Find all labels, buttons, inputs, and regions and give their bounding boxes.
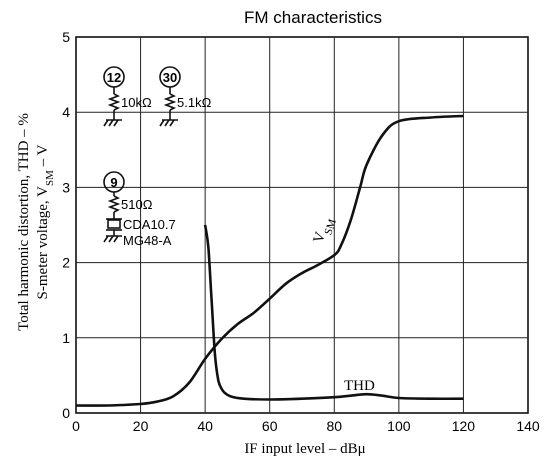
resistor-10k-icon [107,93,121,111]
series-lines [75,114,464,407]
y-tick-label: 2 [62,255,70,271]
vsm-series-line [75,114,464,407]
grid [75,36,529,414]
thd-series-line [203,224,464,401]
ground-icon-2 [159,119,178,127]
y-tick-label: 4 [62,104,70,120]
ground-icon-3 [103,235,122,243]
resistor-5k1-icon [163,93,177,111]
filter-part-label-2: MG48-A [123,233,172,248]
vsm-series-label-group: VSM [311,215,339,247]
x-tick-label: 0 [72,418,80,434]
y-axis-label-thd: Total harmonic distortion, THD – % [16,113,32,331]
circuit-labels: 12 30 9 10kΩ 5.1kΩ 510Ω CDA10.7 MG48-A [107,70,212,248]
y-axis-label-group: Total harmonic distortion, THD – % [16,113,32,331]
resistor-510-label: 510Ω [121,197,153,212]
pin-12-label: 12 [107,70,121,85]
x-tick-label: 80 [326,418,342,434]
x-tick-label: 60 [262,418,278,434]
ground-icon-1 [103,119,122,127]
resistor-510-icon [107,195,121,213]
pin-30-label: 30 [163,70,177,85]
y-axis-label-vsm: S-meter voltage, VSM – V [35,144,56,299]
x-tick-label: 20 [133,418,149,434]
filter-part-label-1: CDA10.7 [123,217,176,232]
pin-9-label: 9 [110,175,117,190]
x-tick-label: 100 [387,418,411,434]
y-tick-label: 3 [62,179,70,195]
ceramic-filter-icon [107,219,121,229]
resistor-10k-label: 10kΩ [121,95,152,110]
plot-frame [75,36,529,414]
resistor-5k1-label: 5.1kΩ [177,95,212,110]
chart-title: FM characteristics [244,8,382,27]
thd-series-label: THD [344,378,375,394]
circuit-inset [103,66,181,243]
y-tick-label: 1 [62,330,70,346]
vsm-series-label: VSM [311,215,339,247]
x-tick-label: 40 [197,418,213,434]
x-axis-label: IF input level – dBμ [244,441,365,457]
x-tick-label: 120 [452,418,476,434]
y-tick-label: 0 [62,405,70,421]
y-axis-label-vsm-group: S-meter voltage, VSM – V [35,144,56,299]
y-tick-label: 5 [62,29,70,45]
x-tick-label: 140 [516,418,540,434]
